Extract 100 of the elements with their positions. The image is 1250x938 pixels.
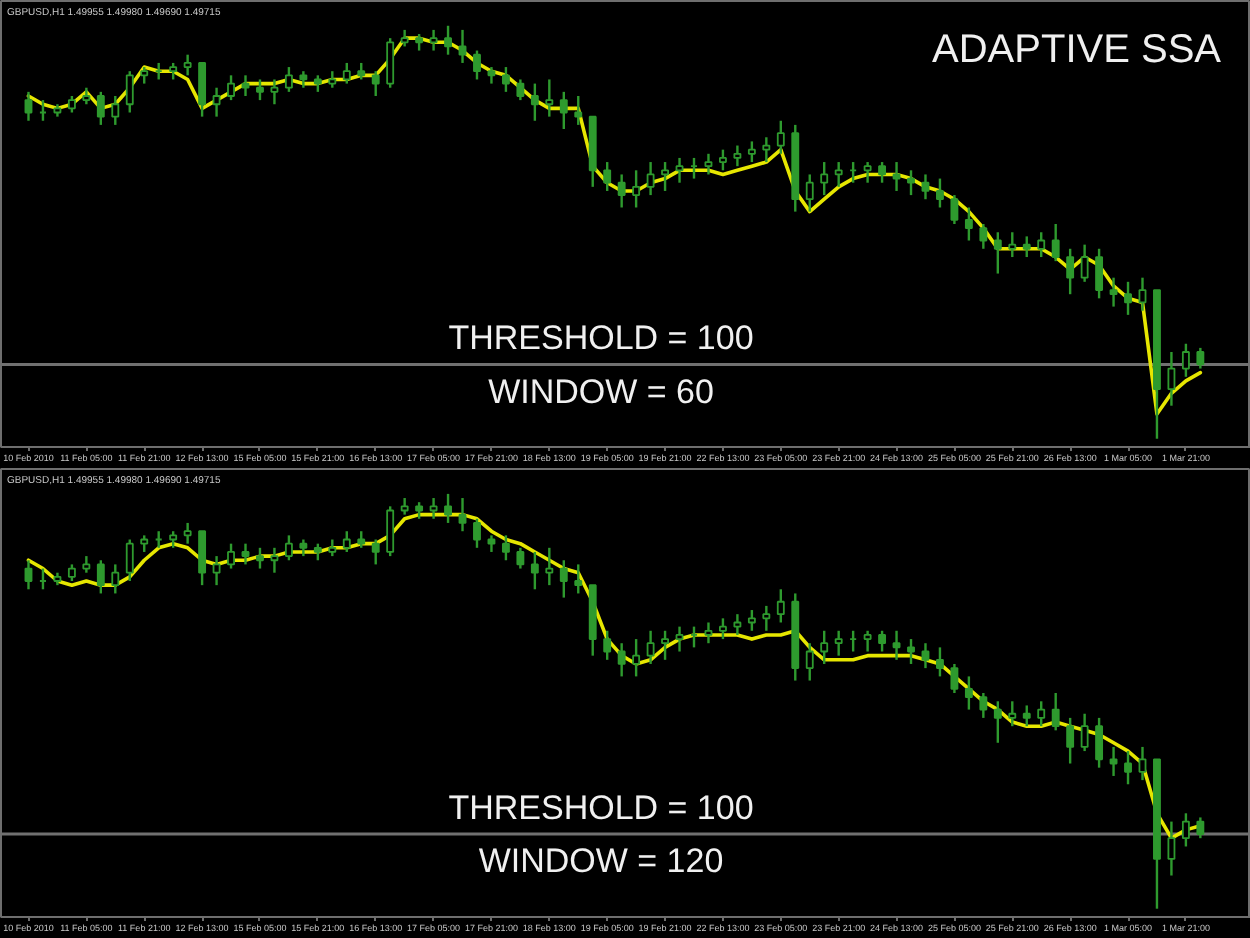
candlestick	[762, 604, 771, 632]
candlestick	[1124, 280, 1132, 317]
candlestick	[805, 642, 814, 682]
candlestick	[661, 160, 669, 193]
candlestick	[530, 550, 539, 591]
candlestick	[718, 617, 727, 641]
candlestick	[776, 588, 785, 624]
candlestick	[574, 563, 583, 595]
candlestick	[183, 521, 192, 545]
candlestick	[617, 173, 626, 209]
annotation: THRESHOLD = 100	[448, 788, 754, 827]
candlestick	[212, 86, 221, 118]
candlestick	[1022, 704, 1031, 728]
candlestick	[371, 70, 380, 98]
candlestick	[574, 94, 583, 127]
candlestick	[718, 148, 727, 172]
candlestick	[1051, 222, 1060, 263]
candlestick	[241, 74, 250, 98]
candlestick	[820, 629, 829, 666]
candlestick	[1037, 700, 1046, 728]
candlestick	[1008, 700, 1017, 728]
candlestick	[863, 629, 872, 653]
candlestick	[805, 173, 814, 213]
candlestick	[1109, 276, 1118, 308]
candlestick	[1095, 716, 1104, 769]
candlestick	[516, 78, 525, 102]
candlestick	[473, 49, 481, 81]
candlestick	[559, 559, 568, 599]
candlestick	[82, 554, 91, 574]
candlestick	[762, 136, 771, 164]
candlestick	[907, 637, 915, 666]
candlestick	[473, 517, 481, 550]
candlestick	[1167, 820, 1176, 877]
candlestick	[603, 160, 612, 193]
candlestick	[371, 538, 380, 566]
candlestick	[1066, 716, 1075, 765]
candlestick	[1066, 247, 1075, 296]
candlestick	[834, 160, 843, 189]
candlestick	[444, 492, 452, 525]
candlestick	[212, 554, 221, 587]
candlestick	[993, 231, 1002, 275]
candlestick	[747, 140, 756, 164]
candlestick	[96, 559, 105, 595]
candlestick	[501, 65, 510, 94]
candlestick	[1124, 749, 1132, 786]
candlestick	[198, 61, 207, 118]
candlestick	[256, 78, 264, 102]
candlestick	[993, 700, 1002, 744]
candlestick	[632, 637, 641, 678]
candlestick	[183, 53, 192, 77]
candlestick	[1138, 745, 1147, 782]
candlestick	[198, 530, 207, 587]
candlestick	[24, 559, 33, 591]
candlestick	[386, 36, 395, 89]
candlestick	[270, 546, 279, 574]
candlestick	[675, 156, 684, 184]
candlestick	[1037, 231, 1046, 259]
candlestick	[979, 222, 988, 250]
candlestick	[936, 177, 944, 209]
candlestick	[1080, 712, 1089, 753]
candlestick	[733, 144, 742, 168]
candlestick	[921, 173, 930, 201]
candlestick	[342, 61, 351, 85]
candlestick	[227, 74, 235, 102]
candlestick	[878, 160, 887, 184]
candlestick	[256, 546, 264, 570]
candlestick	[96, 90, 105, 127]
candlestick	[111, 563, 120, 595]
annotation: WINDOW = 60	[488, 372, 714, 411]
candlestick	[704, 621, 713, 645]
candlestick	[646, 629, 655, 666]
candlestick	[979, 691, 988, 720]
candlestick	[24, 90, 33, 122]
candlestick	[921, 642, 930, 670]
candlestick	[950, 662, 959, 695]
candlestick	[530, 82, 539, 122]
candlestick	[878, 629, 887, 653]
candlestick	[1095, 247, 1104, 300]
candlestick	[125, 70, 134, 114]
candlestick	[458, 28, 467, 65]
candlestick	[342, 530, 351, 554]
candlestick	[501, 534, 510, 562]
candlestick	[1167, 350, 1176, 407]
candlestick	[241, 542, 250, 566]
candlestick	[950, 193, 959, 226]
candlestick	[1080, 243, 1089, 284]
candlestick	[429, 28, 438, 52]
candlestick	[733, 612, 742, 637]
candlestick	[284, 534, 293, 562]
candlestick	[458, 496, 467, 533]
candlestick	[646, 160, 655, 197]
candlestick	[820, 160, 829, 197]
candlestick	[632, 169, 641, 209]
candlestick	[964, 675, 973, 711]
annotation: THRESHOLD = 100	[448, 319, 754, 358]
candlestick	[964, 206, 973, 242]
candlestick	[1181, 342, 1190, 378]
candlestick	[1196, 816, 1205, 840]
candlestick	[747, 608, 756, 632]
candlestick	[892, 629, 901, 662]
